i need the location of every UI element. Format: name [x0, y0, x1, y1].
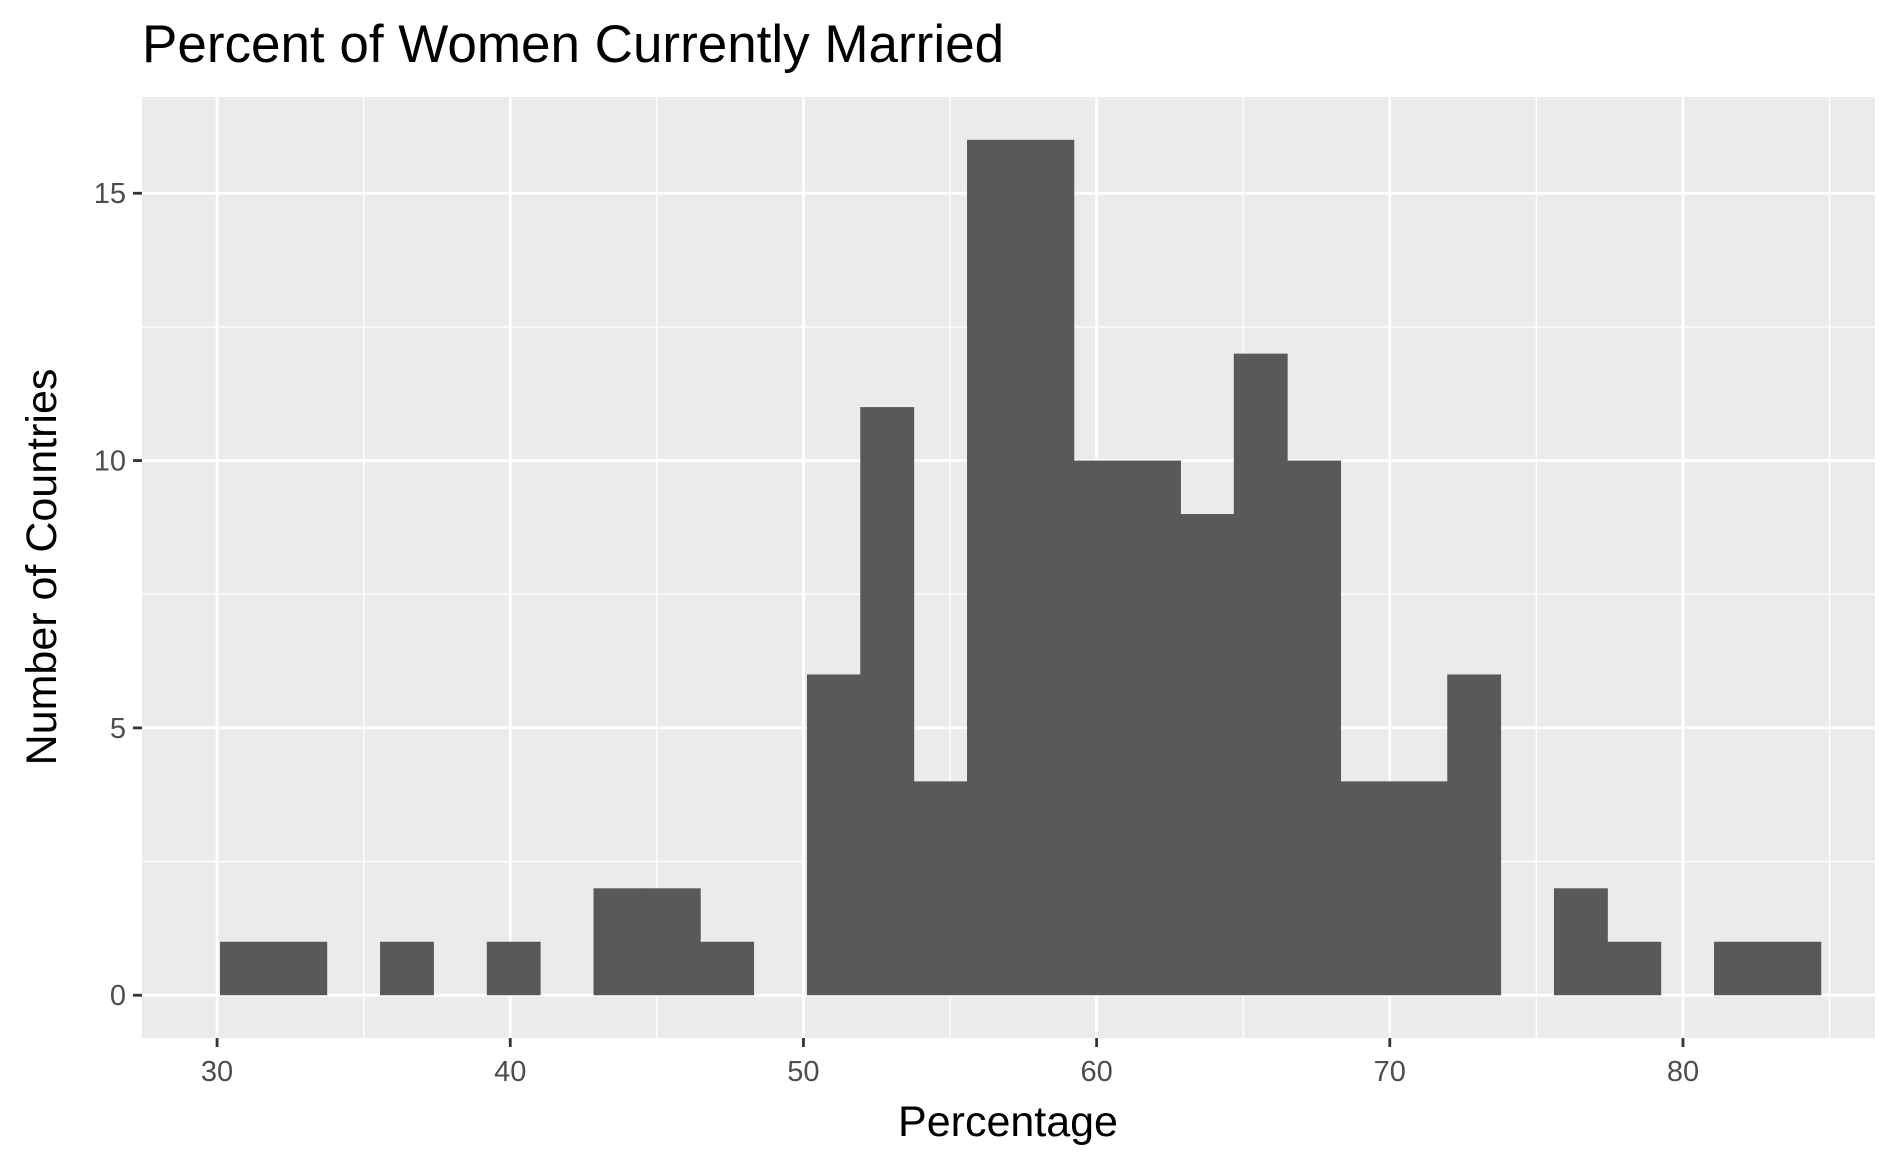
histogram-bar: [1020, 139, 1075, 996]
histogram-bar: [1553, 888, 1608, 996]
histogram-bar: [1127, 460, 1181, 996]
histogram-bar: [273, 941, 328, 996]
x-tick-label: 30: [201, 1056, 233, 1088]
minor-gridlines: [142, 97, 1875, 1038]
histogram-bar: [913, 781, 968, 996]
histogram-bar: [1340, 781, 1395, 996]
histogram-bar: [1073, 460, 1128, 996]
x-tick-label: 60: [1080, 1056, 1112, 1088]
histogram-bar: [860, 407, 915, 996]
histogram-bar: [219, 941, 274, 996]
histogram-bar: [1607, 941, 1662, 996]
histogram-bar: [486, 941, 541, 996]
histogram-bar: [1714, 941, 1768, 996]
x-axis: 30 40 50 60 70 80: [201, 1038, 1699, 1088]
histogram-bar: [1447, 674, 1502, 996]
x-tick-label: 50: [787, 1056, 819, 1088]
histogram-bar: [1233, 353, 1288, 996]
y-tick-label: 5: [110, 713, 126, 745]
y-tick-label: 10: [94, 446, 126, 478]
chart-title: Percent of Women Currently Married: [142, 15, 1004, 74]
histogram-bar: [380, 941, 434, 996]
histogram-bar: [1393, 781, 1448, 996]
histogram-bars: [219, 139, 1822, 996]
histogram-bar: [806, 674, 861, 996]
histogram-bar: [967, 139, 1021, 996]
histogram-bar: [646, 888, 701, 996]
x-tick-label: 80: [1667, 1056, 1699, 1088]
x-axis-title: Percentage: [898, 1098, 1118, 1146]
x-tick-label: 70: [1374, 1056, 1406, 1088]
histogram-bar: [700, 941, 755, 996]
y-tick-label: 0: [110, 980, 126, 1012]
y-axis-title: Number of Countries: [18, 369, 66, 766]
histogram-bar: [1180, 514, 1235, 996]
x-tick-label: 40: [494, 1056, 526, 1088]
y-axis: 0 5 10 15: [94, 178, 142, 1012]
histogram-bar: [593, 888, 648, 996]
histogram-bar: [1767, 941, 1822, 996]
histogram-bar: [1287, 460, 1342, 996]
y-tick-label: 15: [94, 178, 126, 210]
